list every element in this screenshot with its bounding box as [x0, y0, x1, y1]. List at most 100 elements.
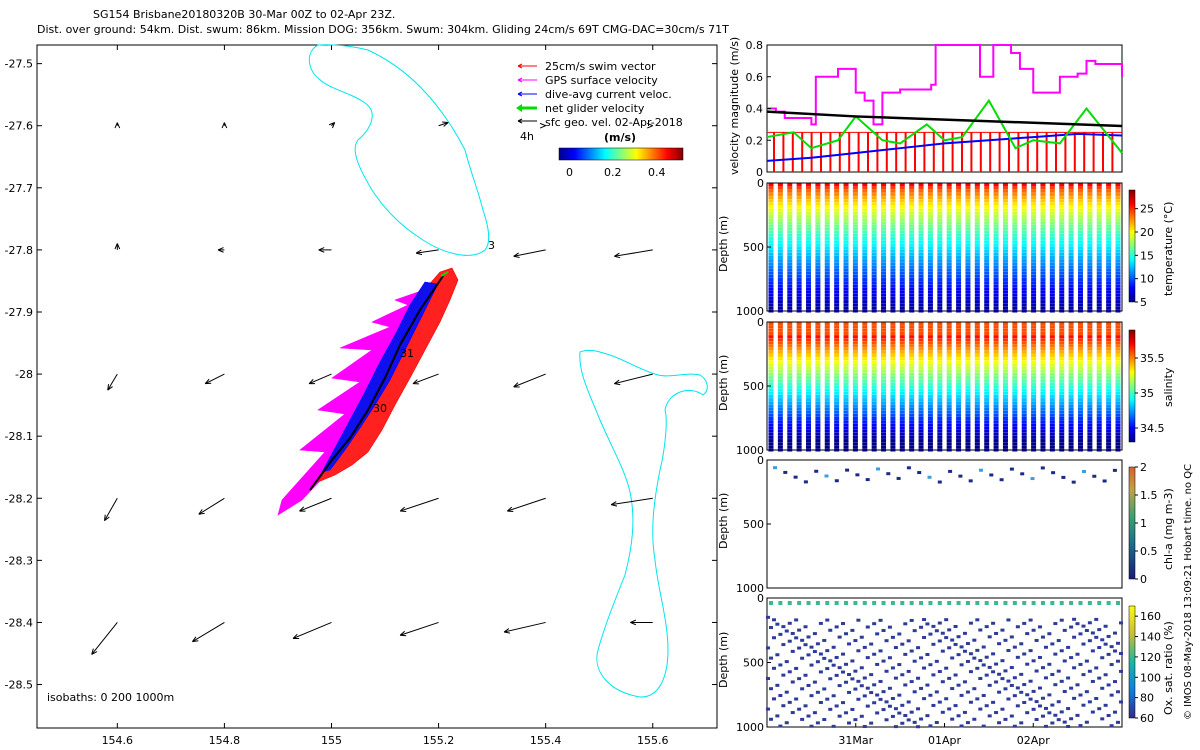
profile-sample	[1096, 394, 1102, 398]
profile-sample	[815, 230, 821, 234]
profile-sample	[843, 227, 849, 231]
profile-sample	[984, 189, 990, 193]
profile-sample	[881, 398, 887, 402]
profile-sample	[1031, 366, 1037, 370]
profile-sample	[1031, 435, 1037, 439]
profile-sample	[1106, 246, 1112, 250]
profile-sample	[806, 233, 812, 237]
profile-sample	[1049, 303, 1055, 307]
profile-sample	[1002, 189, 1008, 193]
profile-sample	[1068, 401, 1074, 405]
profile-sample	[993, 268, 999, 272]
profile-sample	[984, 426, 990, 430]
oxygen-sample	[781, 704, 786, 708]
velocity-panel: 00.20.40.60.8 velocity magnitude (m/s)	[728, 37, 1123, 179]
profile-sample	[1115, 290, 1121, 294]
profile-sample	[899, 379, 905, 383]
profile-sample	[777, 202, 783, 206]
profile-sample	[852, 278, 858, 281]
profile-sample	[834, 417, 840, 420]
profile-sample	[1115, 183, 1121, 187]
profile-sample	[1087, 410, 1093, 414]
profile-sample	[834, 303, 840, 307]
profile-sample	[1031, 423, 1037, 427]
oxygen-sample	[881, 690, 886, 694]
profile-sample	[965, 338, 971, 342]
profile-sample	[881, 338, 887, 342]
profile-sample	[1087, 189, 1093, 193]
oxygen-sample	[1090, 649, 1095, 653]
profile-sample	[974, 306, 980, 310]
profile-sample	[1040, 246, 1046, 250]
profile-sample	[1012, 354, 1018, 357]
profile-sample	[1059, 398, 1065, 402]
profile-sample	[1059, 224, 1065, 228]
oxygen-sample	[778, 632, 783, 636]
profile-sample	[777, 265, 783, 269]
oxygen-sample	[934, 659, 939, 663]
profile-sample	[815, 404, 821, 408]
profile-sample	[1115, 249, 1121, 253]
profile-sample	[852, 186, 858, 190]
profile-sample	[768, 290, 774, 294]
profile-sample	[1059, 186, 1065, 190]
oxygen-sample	[1113, 631, 1117, 635]
profile-sample	[974, 296, 980, 300]
profile-sample	[1115, 278, 1121, 281]
profile-sample	[806, 208, 812, 212]
profile-sample	[890, 218, 896, 222]
profile-sample	[890, 211, 896, 215]
profile-sample	[881, 448, 887, 452]
oxygen-sample	[1047, 693, 1052, 697]
profile-sample	[824, 432, 830, 436]
profile-sample	[1068, 388, 1074, 392]
oxygen-sample	[1069, 686, 1074, 690]
profile-sample	[965, 205, 971, 209]
oxygen-sample	[1006, 618, 1011, 622]
profile-sample	[852, 221, 858, 225]
profile-sample	[1049, 205, 1055, 209]
profile-sample	[946, 379, 952, 383]
profile-sample	[993, 246, 999, 250]
geo-velocity-arrow	[438, 122, 449, 127]
profile-sample	[768, 445, 774, 449]
profile-sample	[1002, 385, 1008, 389]
profile-sample	[956, 196, 962, 200]
profile-sample	[1002, 379, 1008, 383]
profile-sample	[974, 287, 980, 291]
profile-sample	[777, 363, 783, 367]
oxygen-sample	[1028, 679, 1033, 683]
profile-sample	[871, 255, 877, 259]
profile-sample	[984, 237, 990, 241]
profile-sample	[946, 255, 952, 259]
profile-sample	[777, 186, 783, 190]
profile-sample	[1040, 426, 1046, 430]
profile-sample	[843, 192, 849, 196]
profile-sample	[1002, 224, 1008, 228]
profile-sample	[937, 309, 943, 313]
profile-sample	[1096, 252, 1102, 256]
profile-sample	[946, 274, 952, 278]
profile-sample	[1021, 186, 1027, 190]
profile-sample	[777, 357, 783, 361]
profile-sample	[1040, 224, 1046, 228]
profile-sample	[1031, 202, 1037, 206]
temperature-profiles	[768, 183, 1121, 313]
profile-sample	[927, 211, 933, 215]
profile-sample	[1040, 249, 1046, 253]
profile-sample	[852, 189, 858, 193]
profile-sample	[806, 445, 812, 449]
profile-sample	[899, 196, 905, 200]
profile-sample	[1087, 423, 1093, 427]
profile-sample	[862, 309, 868, 313]
profile-sample	[909, 423, 915, 427]
profile-sample	[1087, 325, 1093, 329]
profile-sample	[862, 296, 868, 300]
profile-sample	[824, 293, 830, 297]
oxygen-sample	[766, 646, 770, 650]
profile-sample	[852, 205, 858, 209]
profile-sample	[815, 322, 821, 326]
oxygen-sample	[906, 700, 911, 704]
profile-sample	[777, 199, 783, 203]
profile-sample	[1012, 227, 1018, 231]
